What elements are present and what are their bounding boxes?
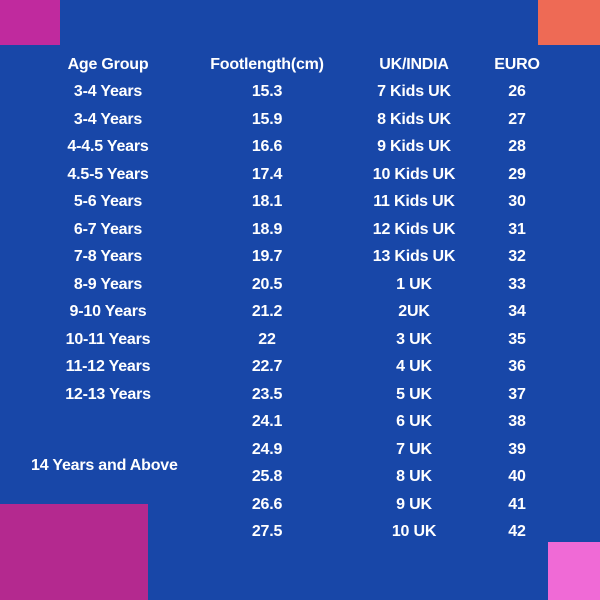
cell-euro: 36	[508, 358, 526, 375]
cell-age-group: 7-8 Years	[73, 248, 143, 265]
cell-footlength: 19.7	[251, 248, 283, 265]
cell-uk-india: 12 Kids UK	[372, 220, 456, 238]
cell-age-group: 5-6 Years	[73, 193, 143, 210]
cell-age-group: 12-13 Years	[65, 385, 151, 403]
cell-footlength: 15.3	[251, 83, 283, 100]
cell-uk-india: 4 UK	[396, 358, 432, 375]
cell-footlength: 25.8	[251, 468, 283, 485]
cell-footlength: 27.5	[251, 523, 283, 540]
cell-footlength: 18.1	[251, 193, 283, 210]
header-age-group: Age Group	[67, 56, 149, 73]
cell-age-group: 11-12 Years	[65, 358, 151, 375]
cell-uk-india: 3 UK	[396, 330, 432, 348]
cell-euro: 30	[508, 193, 526, 210]
cell-uk-india: 6 UK	[396, 413, 432, 430]
cell-uk-india: 10 Kids UK	[372, 165, 456, 183]
cell-euro: 41	[508, 495, 526, 513]
header-footlength: Footlength(cm)	[210, 56, 324, 73]
cell-footlength: 26.6	[251, 495, 283, 513]
cell-euro: 33	[508, 275, 526, 293]
cell-footlength: 24.9	[251, 440, 283, 458]
cell-euro: 34	[508, 303, 526, 320]
cell-euro: 37	[508, 385, 526, 403]
cell-euro: 26	[508, 83, 526, 100]
cell-euro: 38	[508, 413, 526, 430]
cell-age-group: 4.5-5 Years	[67, 165, 149, 183]
cell-uk-india: 7 Kids UK	[377, 83, 451, 100]
header-euro: EURO	[494, 56, 540, 73]
corner-block-bottom-right	[548, 542, 600, 600]
cell-footlength: 21.2	[251, 303, 283, 320]
cell-euro: 39	[508, 440, 526, 458]
cell-uk-india: 10 UK	[391, 523, 437, 540]
cell-age-group: 6-7 Years	[73, 220, 143, 238]
cell-euro: 27	[508, 110, 526, 128]
corner-block-bottom-left	[0, 504, 148, 600]
header-uk-india: UK/INDIA	[379, 56, 449, 73]
cell-age-group: 10-11 Years	[65, 330, 151, 348]
cell-uk-india: 7 UK	[396, 440, 432, 458]
cell-age-group: 3-4 Years	[73, 110, 143, 128]
cell-footlength: 16.6	[251, 138, 283, 155]
cell-uk-india: 1 UK	[396, 275, 432, 293]
cell-euro: 31	[508, 220, 526, 238]
cell-euro: 32	[508, 248, 526, 265]
cell-uk-india: 2UK	[398, 303, 430, 320]
cell-footlength: 17.4	[251, 165, 283, 183]
cell-euro: 29	[508, 165, 526, 183]
cell-euro: 40	[508, 468, 526, 485]
cell-footlength: 24.1	[251, 413, 283, 430]
cell-footlength: 22	[258, 330, 276, 348]
cell-age-group: 4-4.5 Years	[67, 138, 149, 155]
cell-footlength: 23.5	[251, 385, 283, 403]
cell-euro: 35	[508, 330, 526, 348]
corner-block-top-left	[0, 0, 60, 45]
cell-uk-india: 5 UK	[396, 385, 432, 403]
cell-age-group: 8-9 Years	[73, 275, 143, 293]
cell-age-group: 14 Years and Above	[31, 457, 178, 474]
cell-uk-india: 9 Kids UK	[377, 138, 451, 155]
cell-uk-india: 8 Kids UK	[377, 110, 451, 128]
cell-uk-india: 9 UK	[396, 495, 432, 513]
corner-block-top-right	[538, 0, 600, 45]
cell-euro: 28	[508, 138, 526, 155]
cell-uk-india: 11 Kids UK	[373, 193, 455, 210]
cell-footlength: 20.5	[251, 275, 283, 293]
cell-uk-india: 8 UK	[396, 468, 432, 485]
cell-uk-india: 13 Kids UK	[372, 248, 456, 265]
cell-age-group: 3-4 Years	[73, 83, 143, 100]
cell-footlength: 15.9	[251, 110, 283, 128]
cell-age-group: 9-10 Years	[69, 303, 147, 320]
cell-footlength: 18.9	[251, 220, 283, 238]
cell-footlength: 22.7	[251, 358, 283, 375]
cell-euro: 42	[508, 523, 526, 540]
